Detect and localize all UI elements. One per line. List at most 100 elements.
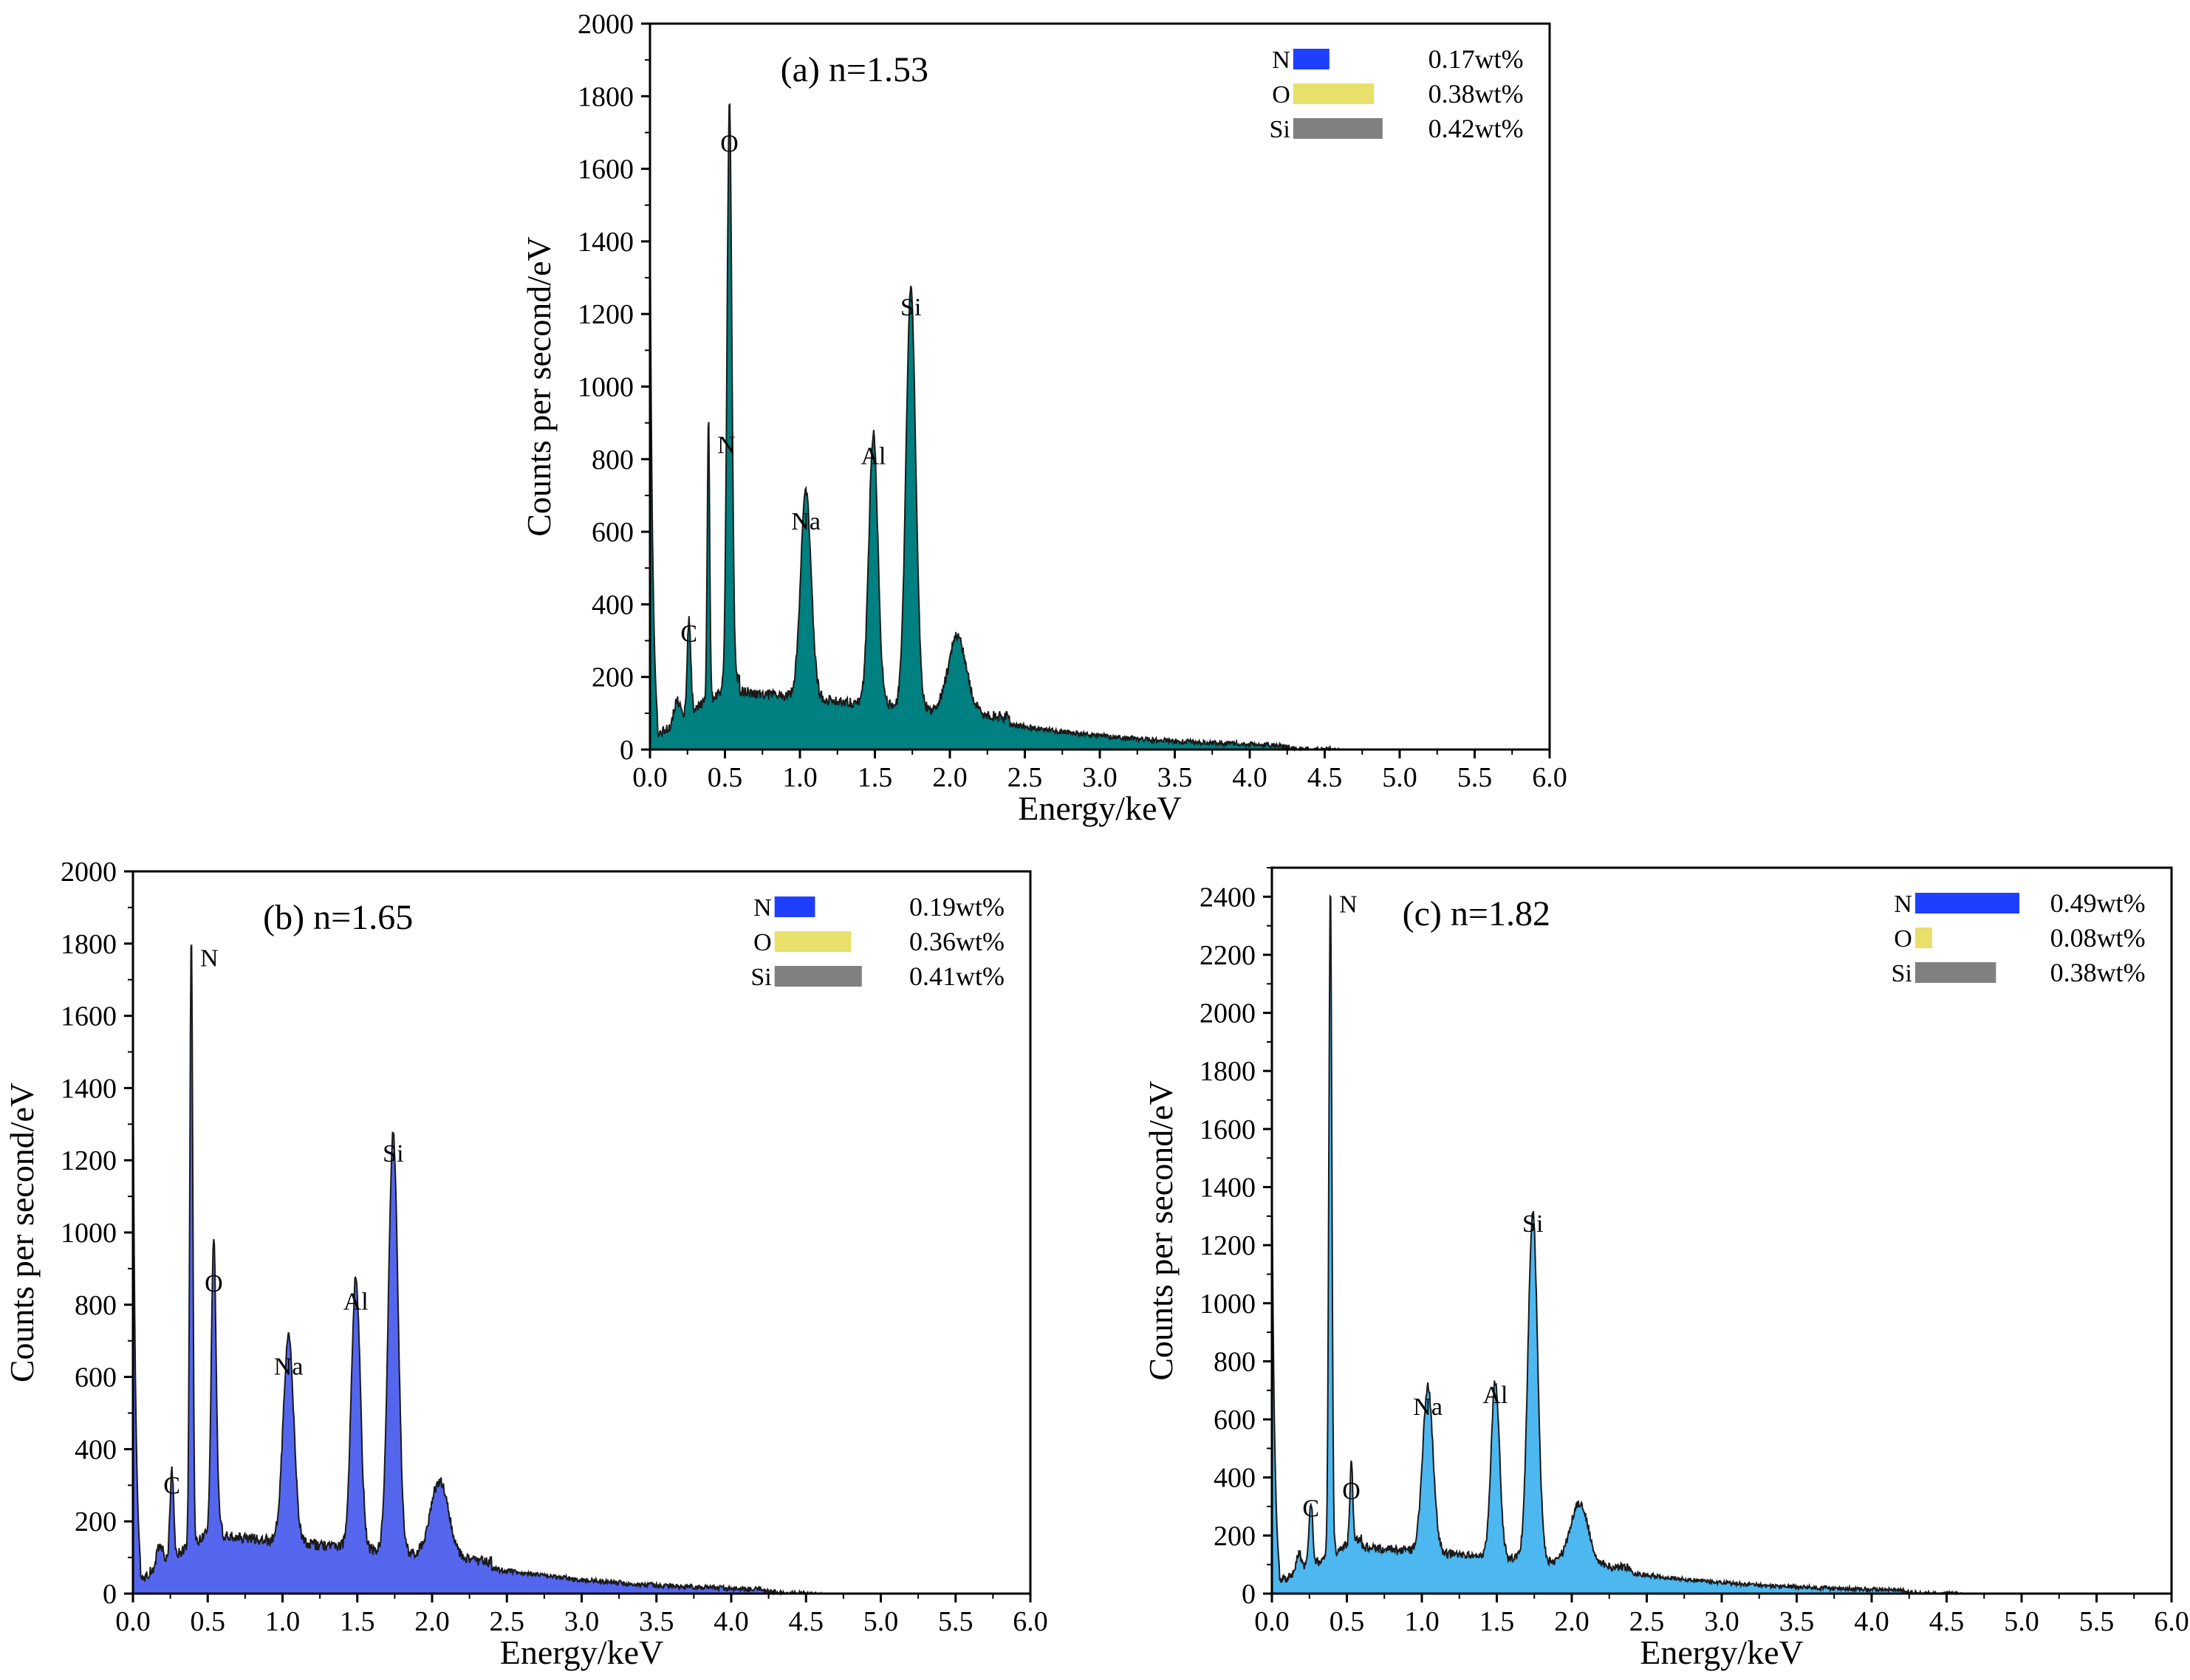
y-tick-label: 0 — [1242, 1579, 1256, 1610]
x-tick-label: 3.5 — [639, 1606, 674, 1637]
y-tick-label: 2000 — [578, 9, 634, 40]
peak-label-al: Al — [343, 1288, 369, 1315]
x-tick-label: 4.0 — [1232, 762, 1267, 793]
x-tick-label: 6.0 — [1532, 762, 1567, 793]
inset-bar-si — [774, 966, 862, 987]
y-tick-label: 600 — [75, 1362, 117, 1393]
inset-bar-n — [1914, 893, 2019, 913]
x-tick-label: 2.5 — [490, 1606, 525, 1637]
x-tick-label: 4.5 — [1929, 1606, 1965, 1637]
x-tick-label: 6.0 — [2154, 1606, 2189, 1637]
x-tick-label: 2.5 — [1007, 762, 1043, 793]
x-tick-label: 3.0 — [1082, 762, 1118, 793]
spectrum-area-b — [132, 944, 851, 1597]
inset-bar-o — [774, 931, 852, 952]
y-tick-label: 1200 — [61, 1145, 117, 1176]
y-tick-label: 600 — [1214, 1405, 1256, 1436]
inset-element-label: Si — [750, 964, 771, 991]
y-tick-label: 2200 — [1200, 940, 1256, 971]
x-tick-label: 1.0 — [265, 1606, 301, 1637]
x-tick-label: 2.0 — [932, 762, 968, 793]
inset-bar-n — [774, 896, 815, 917]
inset-bar-o — [1914, 928, 1932, 948]
peak-label-na: Na — [274, 1353, 304, 1380]
peak-label-n: N — [200, 945, 219, 973]
y-tick-label: 1400 — [1200, 1173, 1256, 1204]
inset-bar-si — [1914, 962, 1996, 983]
x-tick-label: 6.0 — [1013, 1606, 1048, 1637]
panel-b: 0.0 0.5 1.0 1.5 2.0 2.5 3.0 3.5 4.0 4.5 5.0 5.5 6.0 0… — [3, 857, 1048, 1671]
inset-value-label: 0.41wt% — [909, 961, 1005, 991]
x-tick-label: 1.5 — [340, 1606, 375, 1637]
x-tick-label: 1.5 — [858, 762, 893, 793]
y-tick-label: 1600 — [578, 154, 634, 185]
spectrum-area-a — [649, 103, 1370, 752]
x-tick-label: 0.0 — [1254, 1606, 1290, 1637]
y-axis-label: Counts per second/eV — [520, 236, 558, 536]
y-tick-label: 1200 — [1200, 1230, 1256, 1261]
inset-value-label: 0.49wt% — [2050, 888, 2146, 918]
peak-label-o: O — [205, 1270, 223, 1297]
y-tick-label: 800 — [592, 445, 634, 476]
peak-label-al: Al — [1482, 1382, 1508, 1409]
inset-element-label: O — [1272, 81, 1290, 109]
y-tick-label: 1600 — [61, 1001, 117, 1032]
spectrum-area-c — [1271, 894, 1992, 1596]
peak-label-si: Si — [1522, 1210, 1543, 1238]
panel-title: (c) n=1.82 — [1403, 894, 1550, 933]
y-tick-label: 0 — [103, 1579, 117, 1610]
x-tick-label: 0.0 — [115, 1606, 151, 1637]
x-tick-label: 3.0 — [1704, 1606, 1739, 1637]
inset-value-label: 0.19wt% — [909, 892, 1005, 922]
y-tick-label: 800 — [75, 1290, 117, 1321]
inset-element-label: O — [753, 929, 772, 956]
x-axis-label: Energy/keV — [500, 1633, 663, 1671]
y-tick-label: 1800 — [578, 81, 634, 112]
inset-value-label: 0.42wt% — [1428, 114, 1524, 143]
peak-label-o: O — [1342, 1478, 1361, 1505]
x-tick-label: 2.0 — [414, 1606, 450, 1637]
x-tick-label: 0.5 — [708, 762, 743, 793]
x-tick-label: 1.0 — [1404, 1606, 1440, 1637]
y-tick-label: 1600 — [1200, 1114, 1256, 1145]
y-tick-label: 200 — [75, 1506, 117, 1537]
inset-element-label: Si — [1892, 960, 1912, 987]
y-tick-label: 1000 — [61, 1218, 117, 1249]
y-tick-label: 1400 — [61, 1073, 117, 1104]
x-tick-label: 1.5 — [1479, 1606, 1515, 1637]
peak-label-c: C — [163, 1472, 180, 1500]
y-tick-label: 200 — [592, 662, 634, 693]
plot-frame-a — [649, 22, 1551, 751]
x-tick-label: 3.5 — [1779, 1606, 1815, 1637]
peak-label-n: N — [1339, 891, 1358, 919]
y-axis-label: Counts per second/eV — [1142, 1080, 1180, 1380]
peak-label-al: Al — [860, 442, 886, 470]
x-axis-label: Energy/keV — [1018, 789, 1181, 827]
peak-label-c: C — [680, 620, 697, 648]
x-tick-label: 5.0 — [863, 1606, 899, 1637]
inset-element-label: O — [1894, 925, 1912, 953]
x-tick-label: 3.0 — [564, 1606, 600, 1637]
y-axis-label: Counts per second/eV — [3, 1083, 41, 1382]
peak-label-c: C — [1302, 1495, 1319, 1522]
y-tick-label: 200 — [1214, 1520, 1256, 1552]
x-tick-label: 5.5 — [1457, 762, 1493, 793]
x-tick-label: 4.5 — [789, 1606, 824, 1637]
panel-a: 0.0 0.5 1.0 1.5 2.0 2.5 3.0 3.5 4.0 4.5 5.0 5.5 6.0 0… — [520, 9, 1567, 827]
y-tick-label: 1800 — [61, 929, 117, 960]
x-tick-label: 0.0 — [632, 762, 668, 793]
x-tick-label: 0.5 — [1330, 1606, 1365, 1637]
inset-bar-o — [1293, 83, 1375, 104]
y-tick-label: 400 — [75, 1434, 117, 1465]
y-tick-label: 1200 — [578, 299, 634, 330]
x-tick-label: 2.5 — [1629, 1606, 1665, 1637]
panel-title: (a) n=1.53 — [781, 50, 928, 89]
x-tick-label: 0.5 — [191, 1606, 226, 1637]
inset-value-label: 0.17wt% — [1428, 44, 1524, 74]
y-tick-label: 400 — [1214, 1463, 1256, 1494]
inset-element-label: N — [753, 894, 772, 922]
x-tick-label: 4.5 — [1307, 762, 1343, 793]
y-tick-label: 800 — [1214, 1346, 1256, 1377]
peak-label-n: N — [717, 432, 736, 459]
panel-c: 0.0 0.5 1.0 1.5 2.0 2.5 3.0 3.5 4.0 4.5 5.0 5.5 6.0 0… — [1142, 866, 2189, 1671]
